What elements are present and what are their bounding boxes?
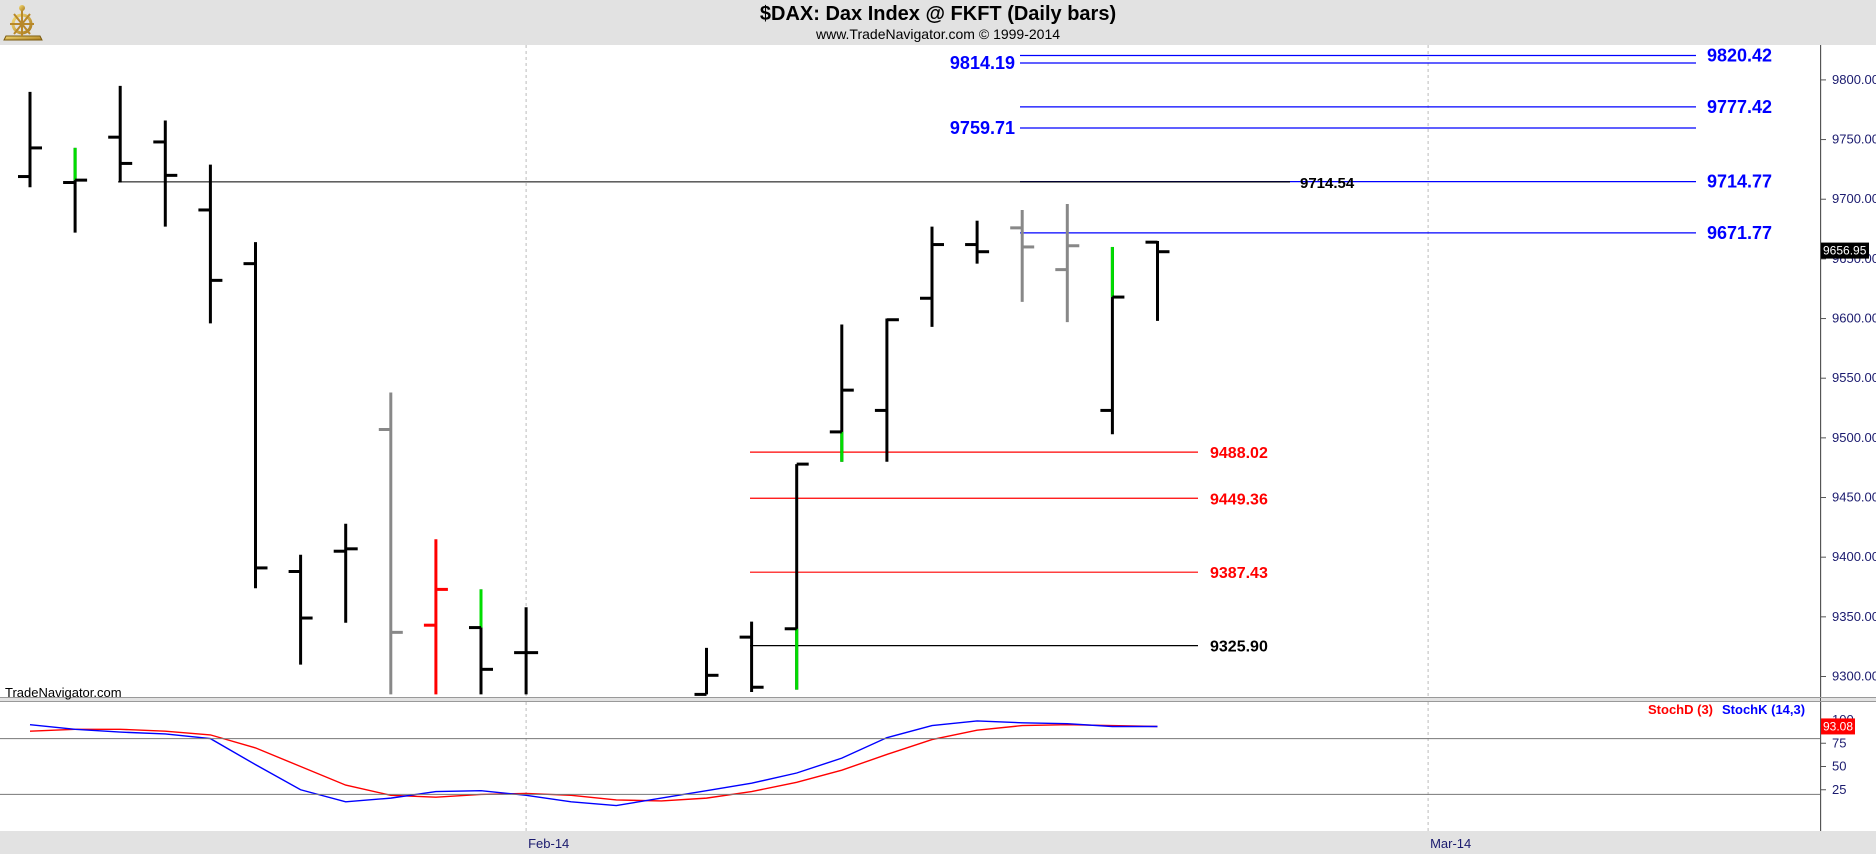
price-scale: [1822, 45, 1876, 697]
price-axis-tick-label: 9800.00: [1832, 72, 1876, 87]
ohlc-bar: [423, 539, 448, 695]
legend-stochk: StochK (14,3): [1722, 702, 1805, 717]
ohlc-bar: [739, 621, 764, 693]
ohlc-bar: [920, 226, 944, 327]
price-axis-tick-label: 9450.00: [1832, 490, 1876, 505]
x-axis-label: Mar-14: [1430, 836, 1471, 851]
ohlc-bar: [1010, 209, 1035, 302]
legend-stochd: StochD (3): [1648, 702, 1713, 717]
level-label: 9714.54: [1300, 175, 1355, 192]
price-axis-tick-label: 9500.00: [1832, 430, 1876, 445]
ohlc-bar: [1055, 203, 1080, 323]
level-label: 9387.43: [1210, 565, 1268, 582]
x-axis-label: Feb-14: [528, 836, 569, 851]
ohlc-bar: [243, 242, 268, 589]
watermark-text: TradeNavigator.com: [5, 685, 122, 700]
ohlc-bar: [829, 324, 854, 462]
level-label: 9671.77: [1707, 223, 1772, 243]
price-panel[interactable]: [0, 45, 1820, 697]
stochastic-line: [29, 723, 1158, 802]
ohlc-bar: [784, 462, 809, 690]
ohlc-bar: [514, 607, 539, 695]
level-label: 9820.42: [1707, 46, 1772, 66]
ohlc-bar: [1145, 240, 1170, 321]
stoch-axis-tick-label: 50: [1832, 759, 1846, 774]
stoch-axis-tick-label: 25: [1832, 782, 1846, 797]
ohlc-bar: [108, 85, 133, 183]
stoch-axis-tick-label: 75: [1832, 735, 1846, 750]
ohlc-bar: [1100, 246, 1125, 435]
ohlc-bar: [18, 91, 42, 188]
chart-subtitle: www.TradeNavigator.com © 1999-2014: [815, 26, 1061, 42]
stochastic-panel[interactable]: [0, 702, 1820, 831]
level-label: 9449.36: [1210, 491, 1268, 508]
last-price-tag: 9656.95: [1821, 242, 1869, 259]
ohlc-bar: [469, 589, 493, 695]
stoch-last-value-tag: 93.08: [1821, 718, 1855, 735]
ohlc-bar: [153, 120, 178, 227]
price-axis-tick-label: 9400.00: [1832, 549, 1876, 564]
level-label: 9759.71: [950, 118, 1015, 138]
stochastic-line: [29, 720, 1158, 807]
level-label: 9488.02: [1210, 445, 1268, 462]
level-label: 9814.19: [950, 53, 1015, 73]
price-axis-tick-label: 9750.00: [1832, 132, 1876, 147]
ohlc-bar: [198, 164, 223, 324]
last-price-label: 9656.95: [1823, 244, 1867, 258]
ohlc-bar: [965, 220, 990, 264]
price-axis-tick-label: 9550.00: [1832, 370, 1876, 385]
ohlc-bar: [288, 554, 313, 665]
ohlc-bar: [333, 523, 358, 623]
price-axis-tick-label: 9300.00: [1832, 669, 1876, 684]
price-axis-tick-label: 9700.00: [1832, 191, 1876, 206]
level-label: 9777.42: [1707, 97, 1772, 117]
chart-title: $DAX: Dax Index @ FKFT (Daily bars): [759, 3, 1117, 25]
ohlc-bar: [63, 147, 88, 233]
ohlc-bar: [874, 318, 899, 462]
price-axis-tick-label: 9600.00: [1832, 311, 1876, 326]
stoch-last-value-label: 93.08: [1823, 719, 1853, 733]
level-label: 9325.90: [1210, 639, 1268, 656]
ohlc-bar: [378, 392, 403, 695]
tradenavigator-logo-icon: [3, 5, 43, 41]
price-axis-tick-label: 9350.00: [1832, 609, 1876, 624]
ohlc-bar: [694, 647, 719, 696]
level-label: 9714.77: [1707, 172, 1772, 192]
